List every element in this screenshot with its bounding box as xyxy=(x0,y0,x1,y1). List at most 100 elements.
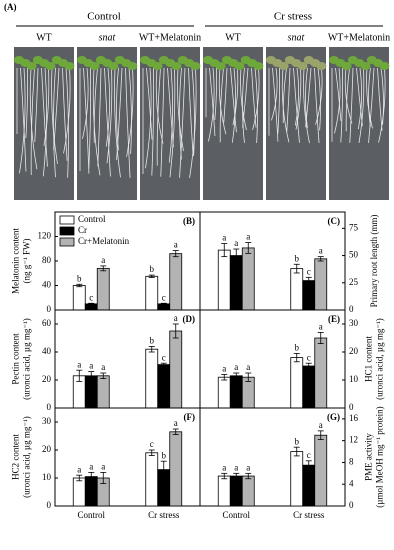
significance-letter: a xyxy=(89,461,93,471)
error-bar xyxy=(160,460,167,479)
y-tick-label: 25 xyxy=(349,277,359,287)
error-bar xyxy=(293,352,300,363)
root xyxy=(179,67,186,178)
bar xyxy=(169,253,183,311)
leaf xyxy=(89,62,100,70)
root xyxy=(53,67,56,178)
error-bar xyxy=(317,331,324,345)
legend-swatch xyxy=(59,237,75,247)
significance-letter: a xyxy=(319,246,323,256)
root xyxy=(104,67,111,177)
bar xyxy=(217,475,231,507)
leaf xyxy=(127,62,138,70)
y-tick-label: 4 xyxy=(349,478,354,488)
significance-letter: a xyxy=(222,363,226,373)
leaf xyxy=(278,62,289,70)
root xyxy=(232,67,239,126)
root xyxy=(218,67,227,135)
group-title: Cr stress xyxy=(274,11,312,23)
bar xyxy=(169,431,183,507)
leaf xyxy=(171,62,182,70)
error-bar xyxy=(221,472,228,480)
root xyxy=(252,67,260,130)
root xyxy=(19,67,26,174)
error-bar xyxy=(100,372,107,380)
error-bar xyxy=(172,428,179,436)
significance-letter: a xyxy=(222,233,226,243)
error-bar xyxy=(305,276,312,285)
root xyxy=(294,67,300,126)
significance-letter: b xyxy=(295,342,300,352)
root xyxy=(334,67,341,134)
root xyxy=(271,67,278,121)
root xyxy=(177,67,184,152)
significance-letter: a xyxy=(234,238,238,248)
root xyxy=(345,67,350,132)
y-axis-label: Primary root length (mm) xyxy=(369,215,379,308)
error-bar xyxy=(245,472,252,480)
y-tick-label: 0 xyxy=(47,500,52,510)
y-tick-label: 120 xyxy=(38,231,52,241)
bar xyxy=(302,464,316,507)
significance-letter: c xyxy=(89,292,93,302)
significance-letter: a xyxy=(319,420,323,430)
lane-label: snat xyxy=(99,32,116,43)
root xyxy=(169,67,176,178)
significance-letter: a xyxy=(319,321,323,331)
root xyxy=(53,67,60,150)
y-axis-label: (ng g⁻¹ FW) xyxy=(22,239,32,284)
root xyxy=(282,67,287,124)
root xyxy=(317,67,321,131)
panel-label: (A) xyxy=(4,2,17,12)
panel-frame xyxy=(199,407,346,507)
error-bar xyxy=(160,302,167,305)
error-bar xyxy=(76,474,83,482)
bar xyxy=(84,375,98,409)
error-bar xyxy=(245,372,252,382)
root xyxy=(305,67,308,129)
y-tick-label: 0 xyxy=(349,304,354,314)
bar xyxy=(157,364,171,409)
significance-letter: c xyxy=(150,439,154,449)
y-axis-label: Pectin content xyxy=(11,333,21,385)
root xyxy=(214,67,218,120)
root xyxy=(105,67,111,147)
bar xyxy=(290,268,304,311)
legend-swatch xyxy=(59,226,75,236)
root xyxy=(30,67,35,176)
significance-letter: c xyxy=(162,292,166,302)
root xyxy=(156,67,161,166)
root xyxy=(349,67,354,143)
y-tick-label: 0 xyxy=(349,402,354,412)
error-bar xyxy=(148,449,155,457)
root xyxy=(242,67,245,144)
bar xyxy=(169,330,183,409)
y-tick-label: 20 xyxy=(42,444,52,454)
panel-label: (F) xyxy=(184,412,196,422)
error-bar xyxy=(305,460,312,470)
root xyxy=(82,67,89,139)
root xyxy=(303,67,310,144)
error-bar xyxy=(88,302,95,305)
error-bar xyxy=(172,323,179,339)
root xyxy=(145,67,152,169)
root xyxy=(167,67,174,148)
significance-letter: b xyxy=(295,253,300,263)
panel-label: (C) xyxy=(328,216,341,226)
error-bar xyxy=(293,446,300,457)
bar xyxy=(314,434,328,507)
root xyxy=(219,67,224,143)
root xyxy=(51,67,58,164)
x-tick-label: Cr stress xyxy=(293,510,325,520)
bar xyxy=(290,357,304,409)
root xyxy=(151,67,155,176)
root xyxy=(63,67,71,154)
bar xyxy=(241,475,255,507)
root xyxy=(160,67,165,177)
y-tick-label: 10 xyxy=(349,374,359,384)
significance-letter: b xyxy=(295,436,300,446)
root xyxy=(41,67,48,167)
y-axis-label: (uronci acid, µg mg⁻¹) xyxy=(22,318,32,400)
root xyxy=(88,67,92,169)
